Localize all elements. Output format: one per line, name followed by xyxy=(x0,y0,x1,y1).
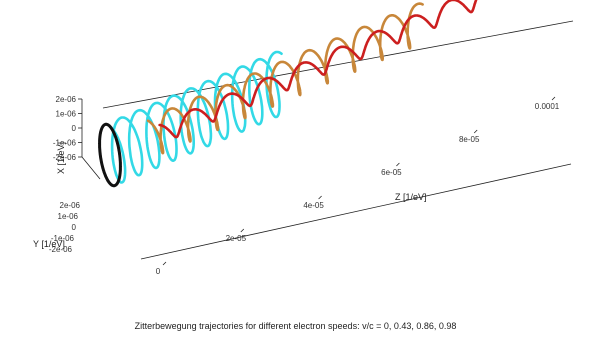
x-axis-label: X [1/eV] xyxy=(56,142,66,174)
axes-layer xyxy=(78,20,574,266)
chart-caption: Zitterbewegung trajectories for differen… xyxy=(134,321,457,331)
series-line xyxy=(108,50,283,184)
x-tick-label: -2e-06 xyxy=(53,153,77,162)
y-tick-label: -1e-06 xyxy=(51,234,75,243)
series-line xyxy=(158,0,478,139)
x-tick-label: -1e-06 xyxy=(53,139,77,148)
y-axis-label: Y [1/eV] xyxy=(33,239,65,249)
y-tick-label: 1e-06 xyxy=(58,212,79,221)
z-tick-label: 4e-05 xyxy=(303,201,324,210)
z-tick-label: 6e-05 xyxy=(381,168,402,177)
x-tick-label: 0 xyxy=(72,124,77,133)
z-tick-mark xyxy=(473,129,478,134)
y-tick-label: 0 xyxy=(72,223,77,232)
chart-plot: 2e-06 1e-06 0 -1e-06 -2e-06 2e-06 1e-06 0 -1e-06… xyxy=(33,0,574,276)
x-tick-label: 2e-06 xyxy=(56,95,77,104)
y-tick-label: -2e-06 xyxy=(49,245,73,254)
y-tick-label: 2e-06 xyxy=(60,201,81,210)
z-axis-label: Z [1/eV] xyxy=(395,192,427,202)
z-tick-mark xyxy=(396,162,400,167)
z-tick-mark xyxy=(551,96,556,101)
labels-layer: 2e-06 1e-06 0 -1e-06 -2e-06 2e-06 1e-06 0 -1e-06… xyxy=(33,95,560,276)
y-axis-line xyxy=(81,156,101,180)
series-line xyxy=(98,122,122,188)
series-layer xyxy=(98,0,478,188)
z-tick-mark xyxy=(162,261,167,266)
z-axis-back-edge xyxy=(102,20,574,109)
z-tick-label: 0.0001 xyxy=(535,102,560,111)
z-tick-label: 0 xyxy=(156,267,161,276)
z-tick-label: 2e-05 xyxy=(226,234,247,243)
z-tick-label: 8e-05 xyxy=(459,135,480,144)
z-axis-line xyxy=(140,163,572,260)
x-tick-label: 1e-06 xyxy=(56,110,77,119)
series-line xyxy=(146,2,424,155)
z-tick-mark xyxy=(240,228,245,233)
z-tick-mark xyxy=(318,195,322,200)
